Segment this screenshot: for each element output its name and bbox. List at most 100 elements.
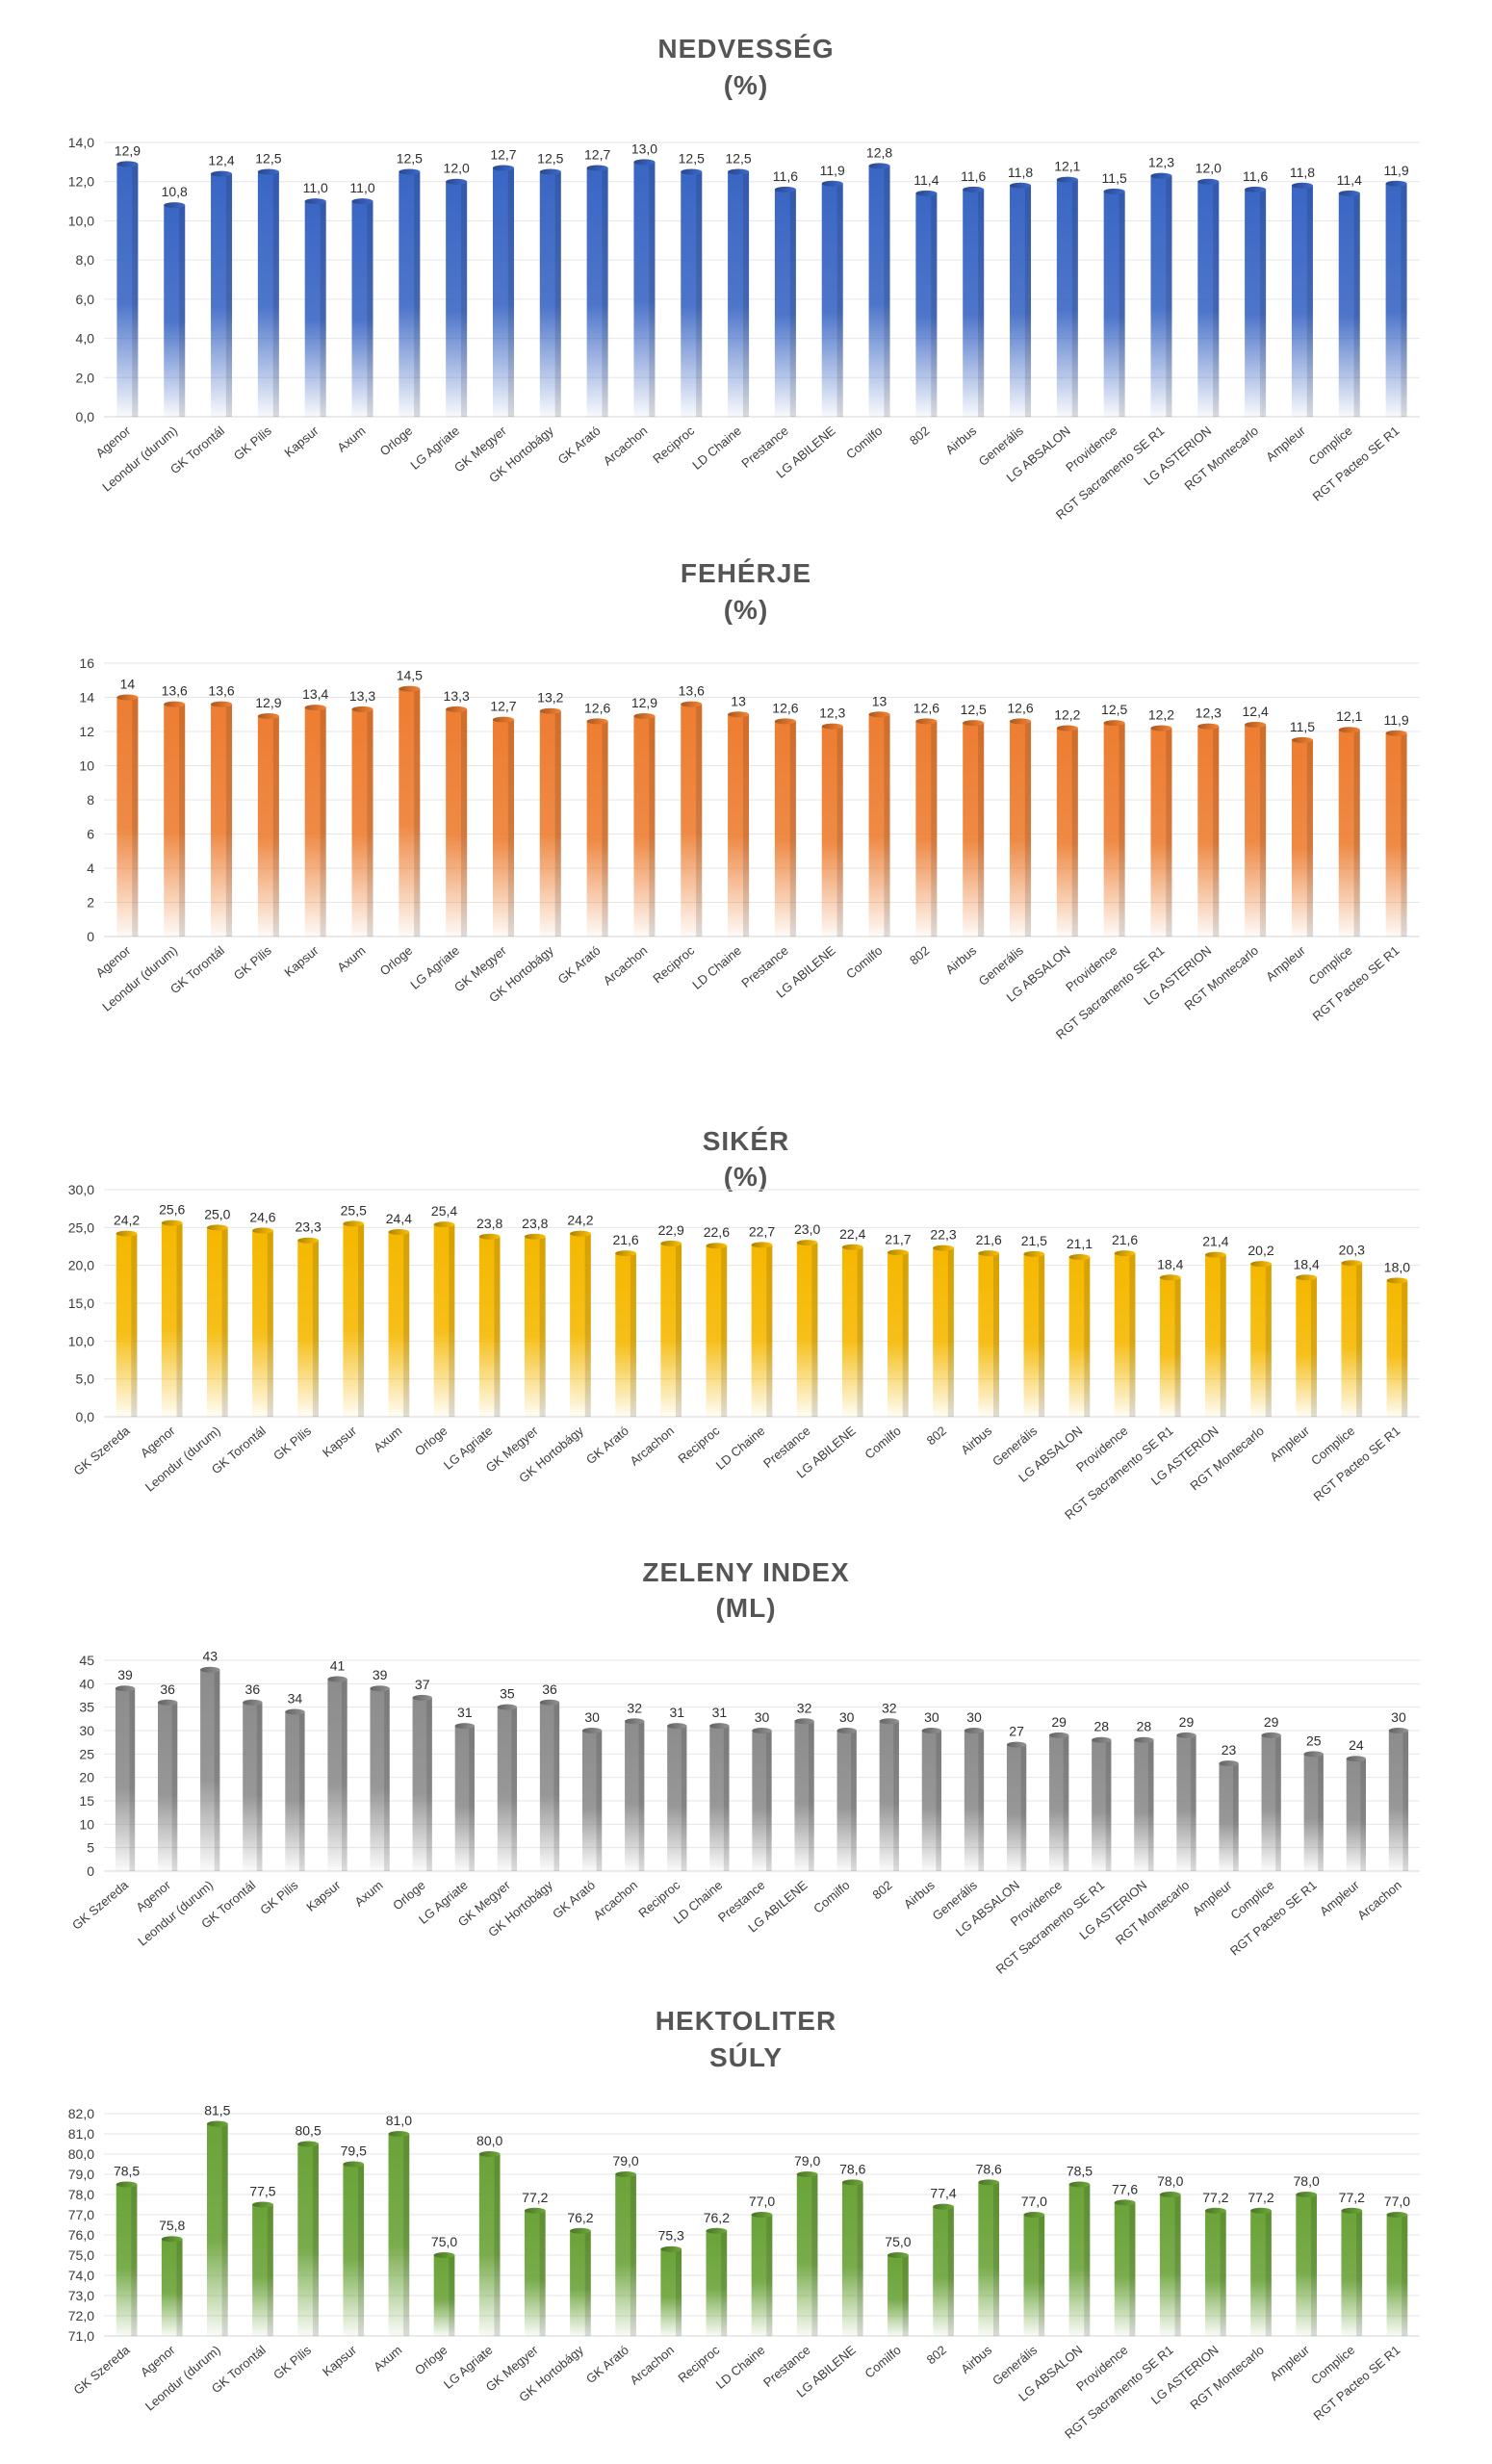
data-label: 77,2 [522, 2190, 548, 2205]
bar-shade [272, 716, 279, 937]
bar [164, 704, 186, 937]
bar [115, 1688, 136, 1871]
bar-shade [809, 1721, 814, 1871]
y-tick-label: 81,0 [68, 2126, 94, 2142]
bar [1385, 732, 1407, 937]
bar-shade [1039, 1253, 1045, 1417]
bar-cap [211, 701, 233, 707]
data-label: 22,3 [930, 1227, 956, 1243]
x-tick-label: Airbus [958, 2342, 994, 2375]
bar [978, 2182, 1000, 2336]
data-label: 13 [731, 693, 746, 708]
data-label: 13,6 [208, 683, 234, 699]
y-tick-label: 20 [79, 1770, 94, 1785]
data-label: 41 [330, 1657, 346, 1673]
bar-cap [116, 694, 139, 701]
bar-shade [723, 1726, 730, 1871]
bar-cap [539, 1699, 560, 1706]
data-label: 25,4 [431, 1203, 457, 1219]
bar-shade [132, 164, 139, 417]
bar-cap [252, 2201, 273, 2208]
data-label: 13,6 [162, 683, 188, 699]
bar-shade [461, 181, 468, 417]
y-tick-label: 72,0 [68, 2308, 94, 2323]
y-tick-label: 6,0 [76, 292, 95, 307]
bar-shade [681, 1726, 687, 1871]
bar [1338, 730, 1360, 937]
bar [1010, 721, 1032, 937]
bar-cap [388, 1229, 410, 1236]
bar-cap [1056, 176, 1078, 183]
bar-cap [1197, 723, 1220, 730]
bar [539, 171, 561, 417]
bar-cap [1291, 182, 1313, 189]
data-label: 21,4 [1202, 1234, 1228, 1249]
bar-shade [978, 723, 985, 937]
y-tick-label: 8,0 [76, 252, 95, 268]
data-label: 12,3 [1196, 706, 1222, 721]
bar [1056, 728, 1078, 937]
data-label: 11,5 [1290, 719, 1315, 734]
x-tick-label: LD Chaine [689, 943, 744, 992]
chart-title-line: (%) [724, 595, 769, 625]
bar-shade [1024, 721, 1032, 937]
bar [1023, 2215, 1045, 2336]
bar-shade [1356, 1263, 1363, 1417]
data-label: 12,4 [1243, 704, 1269, 719]
data-label: 12,6 [772, 700, 798, 715]
x-tick-label: GK Arató [555, 424, 604, 467]
x-tick-label: Axum [371, 1424, 404, 1455]
bar-cap [1303, 1751, 1324, 1758]
data-label: 30 [839, 1709, 855, 1725]
y-tick-label: 10 [79, 1816, 94, 1832]
bar-cap [751, 2212, 773, 2218]
y-tick-label: 77,0 [68, 2207, 94, 2222]
x-tick-label: 802 [907, 424, 932, 448]
data-label: 23,8 [522, 1216, 548, 1231]
bar-shade [811, 1243, 818, 1417]
bar [879, 1721, 899, 1871]
chart-title-line: (%) [724, 70, 769, 100]
bar-shade [1353, 730, 1360, 937]
bar [492, 719, 514, 937]
data-label: 77,2 [1202, 2190, 1228, 2205]
y-tick-label: 76,0 [68, 2227, 94, 2243]
bar-cap [257, 168, 279, 175]
bar [586, 721, 608, 937]
x-tick-label: GK Pilis [231, 423, 274, 463]
bar [304, 707, 326, 937]
bar-cap [370, 1685, 390, 1692]
bar [524, 2210, 546, 2336]
bar [570, 2230, 591, 2336]
bar-shade [947, 2206, 954, 2336]
data-label: 11,9 [820, 163, 845, 178]
data-label: 76,2 [704, 2210, 730, 2225]
bar-cap [497, 1704, 518, 1710]
data-label: 36 [245, 1681, 261, 1697]
y-tick-label: 40 [79, 1676, 94, 1691]
bar-shade [1071, 728, 1078, 937]
bar [774, 721, 796, 937]
bar-cap [1056, 725, 1078, 732]
data-label: 25,6 [159, 1202, 185, 1218]
data-label: 11,6 [773, 168, 798, 184]
bar [164, 205, 186, 417]
bar-cap [454, 1723, 475, 1730]
bar-cap [446, 706, 468, 712]
bar-shade [320, 707, 326, 937]
bar-shade [1306, 739, 1313, 937]
y-tick-label: 15 [79, 1793, 94, 1809]
bar [1261, 1734, 1281, 1871]
bar-cap [116, 161, 139, 167]
x-tick-label: Axum [351, 1878, 385, 1910]
y-tick-label: 2,0 [76, 370, 95, 385]
data-label: 13,2 [537, 690, 563, 706]
bar [1245, 189, 1267, 417]
bar-shade [1129, 1253, 1136, 1417]
bar-shade [469, 1726, 475, 1871]
bar-cap [752, 1728, 772, 1733]
x-tick-label: Ampleur [1263, 423, 1308, 464]
bar [1296, 1277, 1317, 1417]
bar-shade [131, 2184, 138, 2336]
bar-cap [399, 168, 421, 175]
